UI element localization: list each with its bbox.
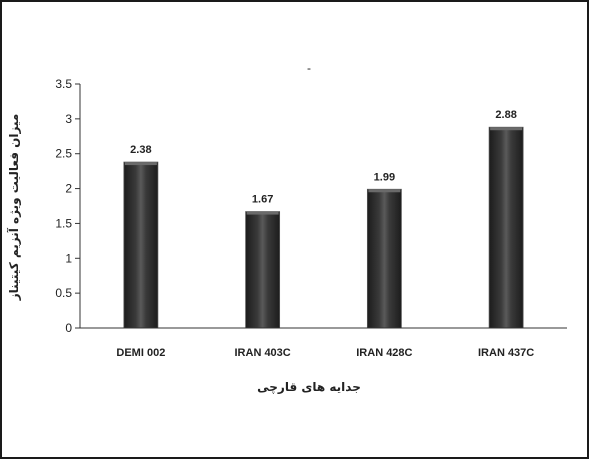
data-label: 2.88: [495, 109, 516, 121]
y-tick-label: 3.5: [55, 77, 72, 91]
bar: [123, 161, 159, 329]
bar-top-highlight: [368, 189, 401, 193]
y-tick-label: 2: [65, 182, 72, 196]
bar: [488, 126, 524, 329]
bar-top-highlight: [490, 127, 523, 131]
x-tick-label: DEMI 002: [116, 347, 165, 359]
data-label: 2.38: [130, 144, 151, 156]
bars: 2.38 1.67 1.99 2.88: [123, 109, 524, 329]
y-tick-label: 0.5: [55, 286, 72, 300]
y-tick-label: 2.5: [55, 147, 72, 161]
x-axis-title: جدایه های قارچی: [257, 380, 361, 394]
data-label: 1.99: [374, 171, 395, 183]
bar-top-highlight: [124, 162, 157, 166]
data-label: 1.67: [252, 194, 273, 206]
y-tick-label: 0: [65, 321, 72, 335]
bar: [245, 211, 281, 329]
y-axis: 0 0.5 1 1.5 2 2.5 3 3.5: [55, 77, 81, 335]
x-tick-label: IRAN 428C: [356, 347, 412, 359]
chart-title: -: [307, 61, 311, 75]
bar-top-highlight: [246, 211, 279, 215]
y-tick-label: 1: [65, 251, 72, 265]
bar: [366, 188, 402, 329]
y-tick-label: 3: [65, 112, 72, 126]
x-tick-label: IRAN 437C: [478, 347, 534, 359]
y-axis-title: میزان فعالیت ویژه آنزیم کیتیناز: [6, 114, 22, 302]
x-tick-label: IRAN 403C: [235, 347, 291, 359]
x-axis: DEMI 002 IRAN 403C IRAN 428C IRAN 437C: [80, 327, 567, 359]
y-tick-label: 1.5: [55, 216, 72, 230]
